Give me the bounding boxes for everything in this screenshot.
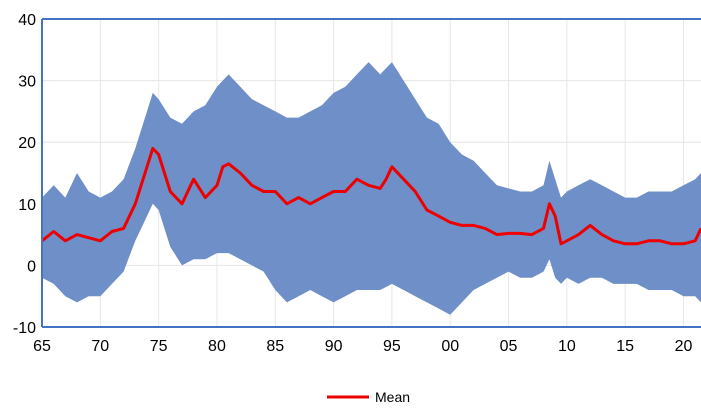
axes [41,18,701,328]
legend: Mean [327,389,410,405]
mean-line [41,146,701,246]
y-tick-label-4: 30 [18,74,36,91]
x-tick-label-7: 00 [441,338,459,355]
x-axis-ticks: 65 70 75 80 85 90 95 00 05 10 15 20 [33,338,692,355]
x-tick-label-11: 20 [675,338,693,355]
x-tick-label-8: 05 [500,338,518,355]
x-tick-label-0: 65 [33,338,51,355]
y-tick-label-5: 40 [18,12,36,29]
x-tick-label-6: 95 [383,338,401,355]
band-area [42,62,701,315]
x-tick-label-9: 10 [558,338,576,355]
x-tick-label-10: 15 [616,338,634,355]
y-axis-ticks: -10 0 10 20 30 40 [13,12,36,337]
x-tick-label-3: 80 [208,338,226,355]
y-tick-label-0: -10 [13,320,36,337]
y-tick-label-3: 20 [18,135,36,152]
y-tick-label-2: 10 [18,197,36,214]
x-tick-label-4: 85 [266,338,284,355]
legend-mean-label: Mean [375,389,410,405]
band-series [42,62,701,315]
mean-series [41,146,701,246]
x-tick-label-2: 75 [150,338,168,355]
x-tick-label-1: 70 [91,338,109,355]
x-tick-label-5: 90 [325,338,343,355]
y-tick-label-1: 0 [27,258,36,275]
